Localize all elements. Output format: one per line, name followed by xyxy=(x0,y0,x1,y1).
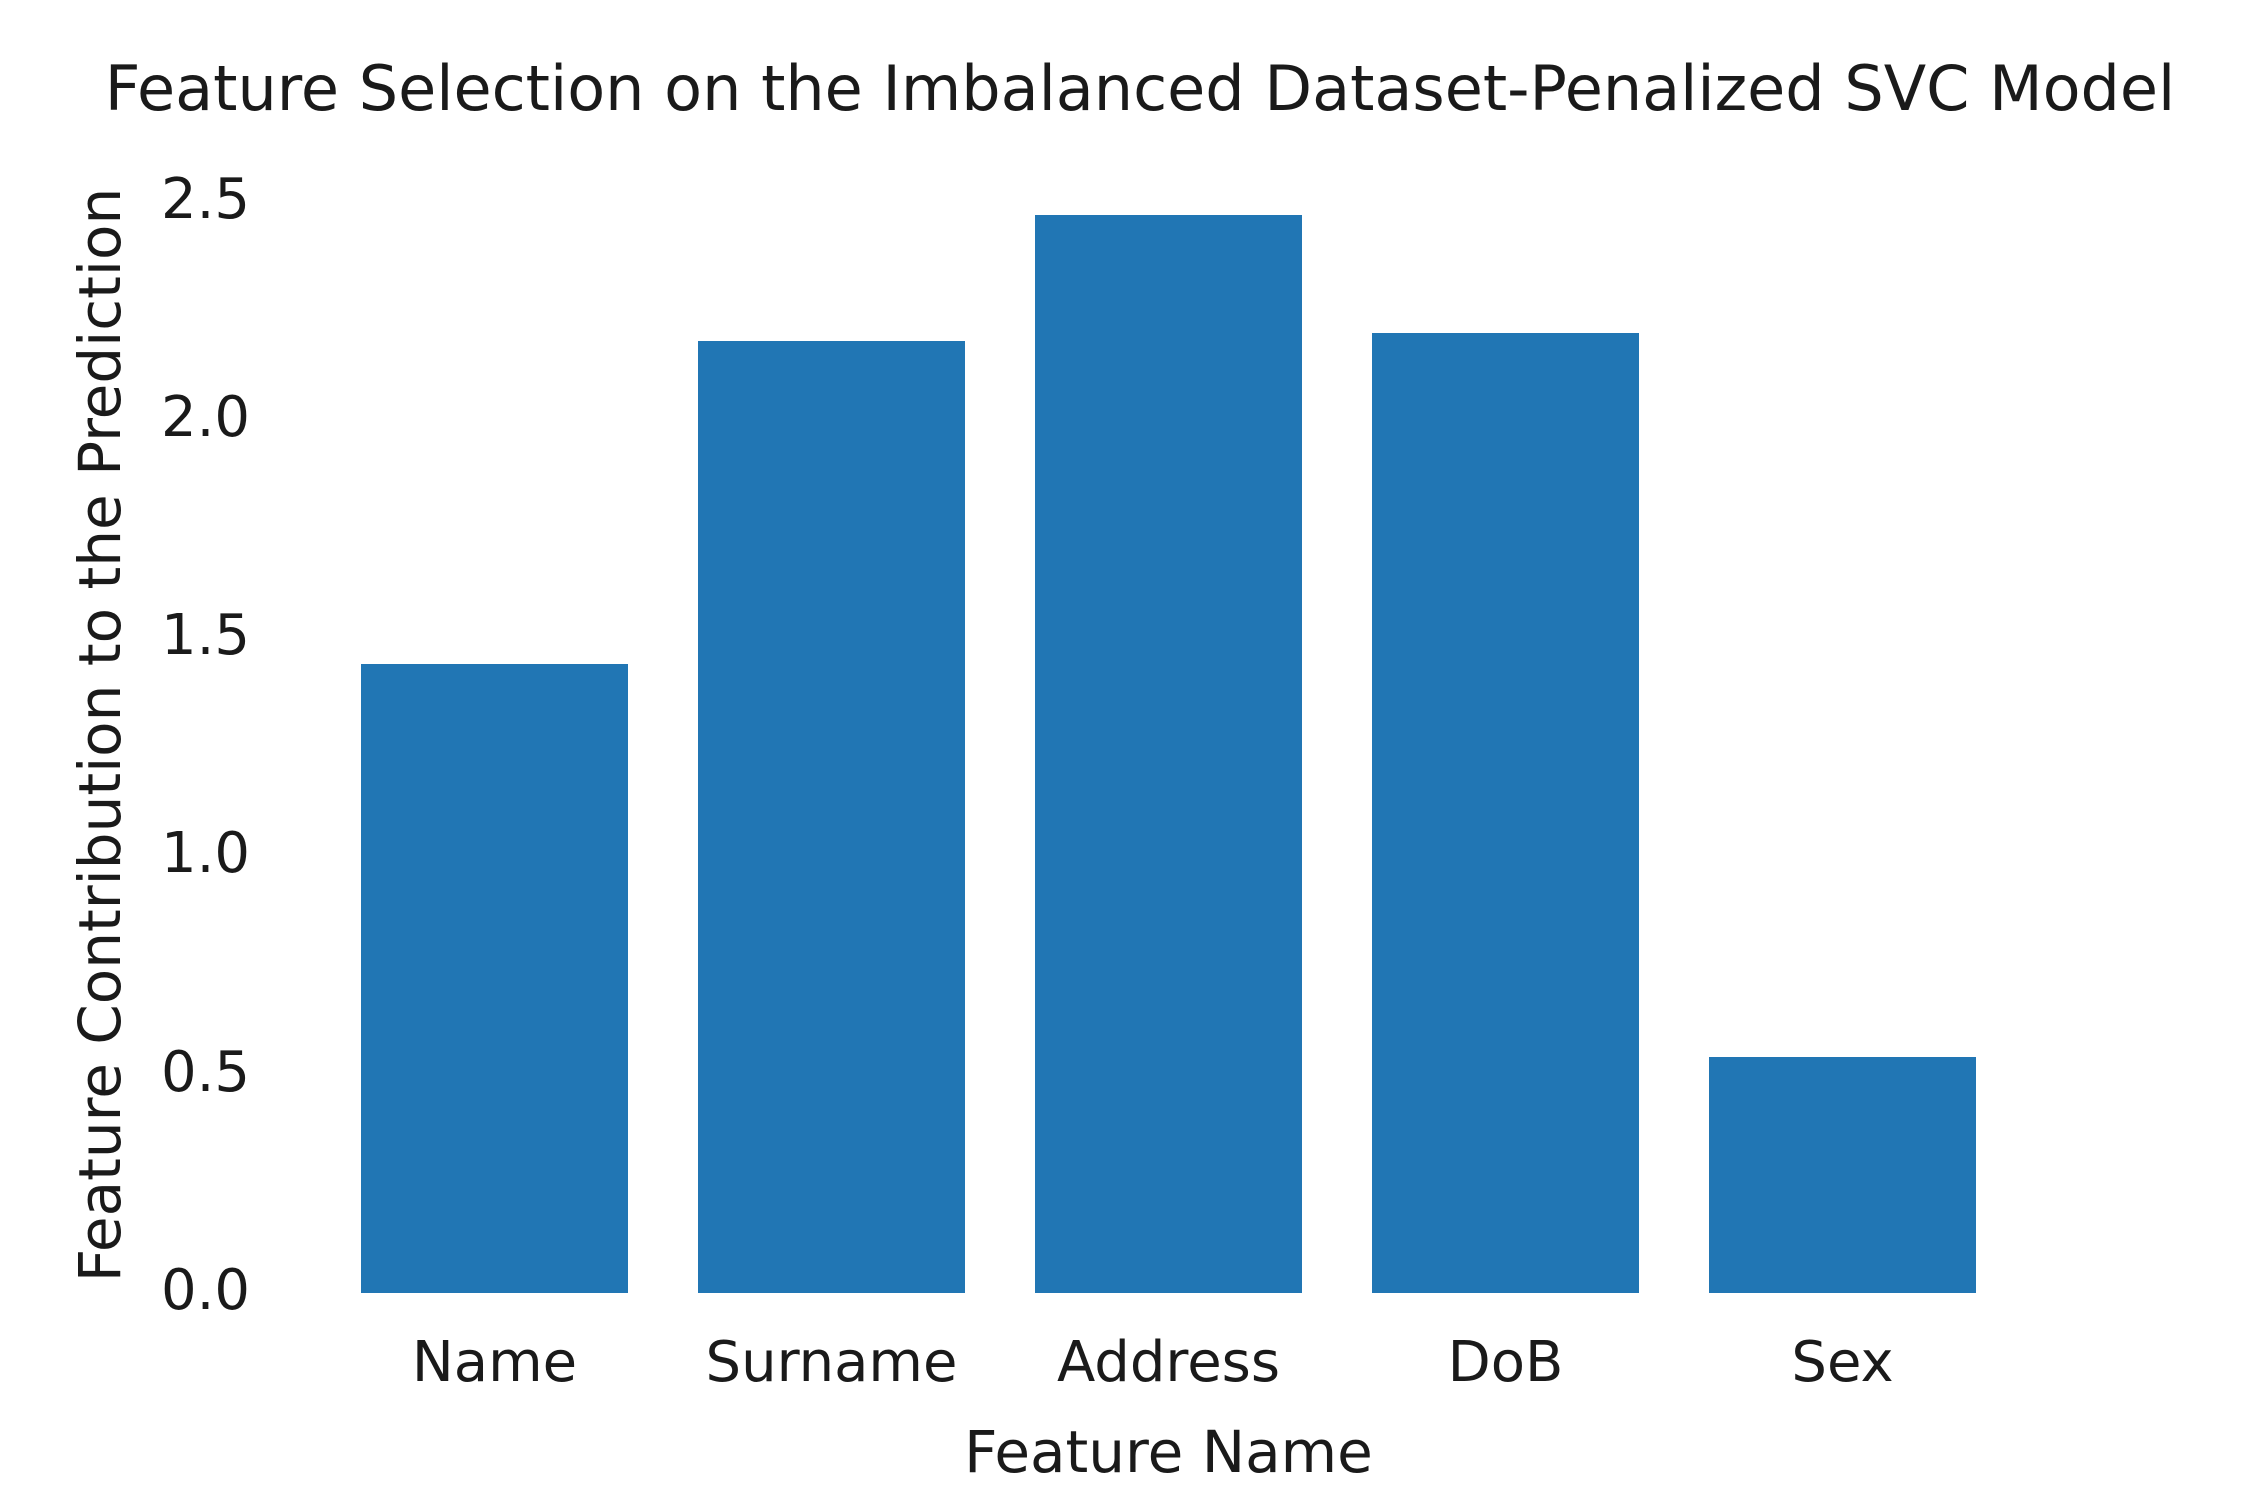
y-tick-label: 0.5 xyxy=(160,1039,250,1105)
x-tick-label: Sex xyxy=(1791,1330,1894,1395)
plot-area xyxy=(326,158,2011,1293)
y-tick-label: 0.0 xyxy=(160,1258,250,1323)
bar-dob xyxy=(1372,332,1639,1293)
y-tick-label: 1.5 xyxy=(160,603,250,669)
y-tick-label: 2.0 xyxy=(160,384,250,450)
y-tick-label: 2.5 xyxy=(160,166,250,232)
bar-name xyxy=(361,664,628,1293)
y-tick-label: 1.0 xyxy=(160,821,250,887)
y-axis-label: Feature Contribution to the Prediction xyxy=(66,187,134,1283)
x-tick-label: Surname xyxy=(705,1330,958,1395)
x-tick-label: Name xyxy=(411,1330,578,1395)
x-tick-label: DoB xyxy=(1447,1330,1564,1395)
chart-title: Feature Selection on the Imbalanced Data… xyxy=(104,52,2176,125)
bar-surname xyxy=(698,341,965,1293)
bar-address xyxy=(1035,214,1302,1293)
bar-sex xyxy=(1709,1057,1976,1293)
x-axis-label: Feature Name xyxy=(964,1418,1373,1486)
x-tick-label: Address xyxy=(1056,1330,1280,1395)
